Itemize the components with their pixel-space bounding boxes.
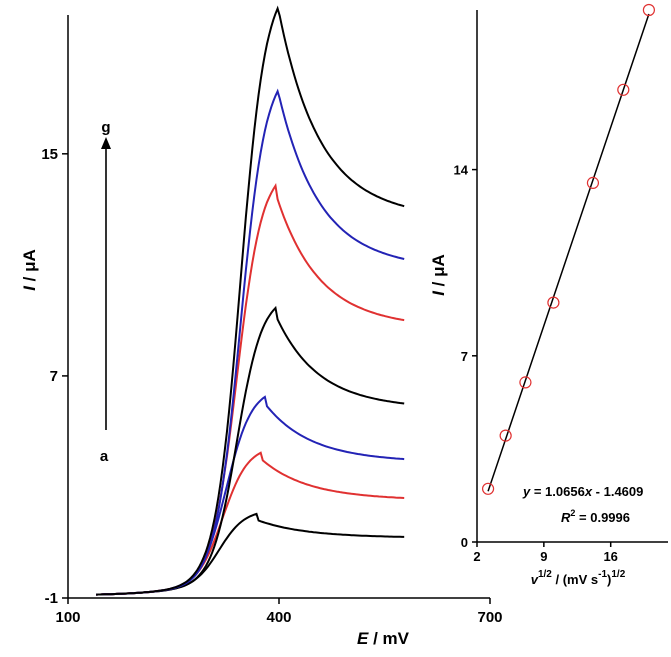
left-y-ticks: -1 7 15	[41, 146, 68, 607]
data-point	[519, 376, 532, 389]
curve-label-top: g	[101, 119, 110, 136]
left-x-axis-title: E / mV	[357, 629, 410, 648]
y-tick-label: 0	[461, 535, 468, 550]
x-tick-label: 9	[540, 549, 547, 564]
y-tick-label: 15	[41, 146, 58, 163]
y-tick-label: 7	[461, 349, 468, 364]
data-point	[642, 3, 656, 17]
cv-curve	[96, 512, 405, 596]
r-squared: R2 = 0.9996	[561, 508, 630, 525]
cv-curve	[96, 451, 405, 596]
data-point	[547, 296, 560, 309]
y-tick-label: 7	[50, 368, 58, 385]
curve-label-bottom: a	[100, 448, 109, 465]
data-point	[586, 176, 600, 189]
data-points	[481, 3, 656, 495]
right-y-axis-title: I / μA	[429, 254, 448, 296]
arrow-head-icon	[101, 137, 111, 149]
regression-line	[487, 13, 650, 492]
y-tick-label: 14	[454, 163, 469, 178]
voltammogram-chart: 100 400 700 -1 7 15 g a I / μA E / mV	[20, 5, 503, 648]
cv-curve	[96, 183, 405, 596]
x-tick-label: 400	[266, 609, 291, 626]
x-tick-label: 2	[473, 549, 480, 564]
x-tick-label: 700	[477, 609, 502, 626]
linear-fit-chart: 2 9 16 0 7 14 I / μA v1/2 / (mV s-1)1/2 y = …	[429, 3, 668, 587]
data-point	[499, 429, 512, 442]
data-point	[481, 482, 495, 495]
regression-equation: y = 1.0656x - 1.4609	[522, 484, 643, 499]
voltammogram-curves	[96, 5, 405, 596]
left-y-axis-title: I / μA	[20, 249, 39, 291]
data-point	[617, 83, 630, 96]
x-tick-label: 100	[55, 609, 80, 626]
right-x-ticks: 2 9 16	[473, 542, 618, 564]
y-tick-label: -1	[45, 590, 58, 607]
left-x-ticks: 100 400 700	[55, 598, 503, 626]
cv-curve	[96, 395, 405, 596]
cv-curve	[96, 5, 405, 596]
x-tick-label: 16	[603, 549, 617, 564]
right-x-axis-title: v1/2 / (mV s-1)1/2	[531, 569, 626, 587]
cv-curve	[96, 305, 405, 596]
right-y-ticks: 0 7 14	[454, 163, 477, 550]
